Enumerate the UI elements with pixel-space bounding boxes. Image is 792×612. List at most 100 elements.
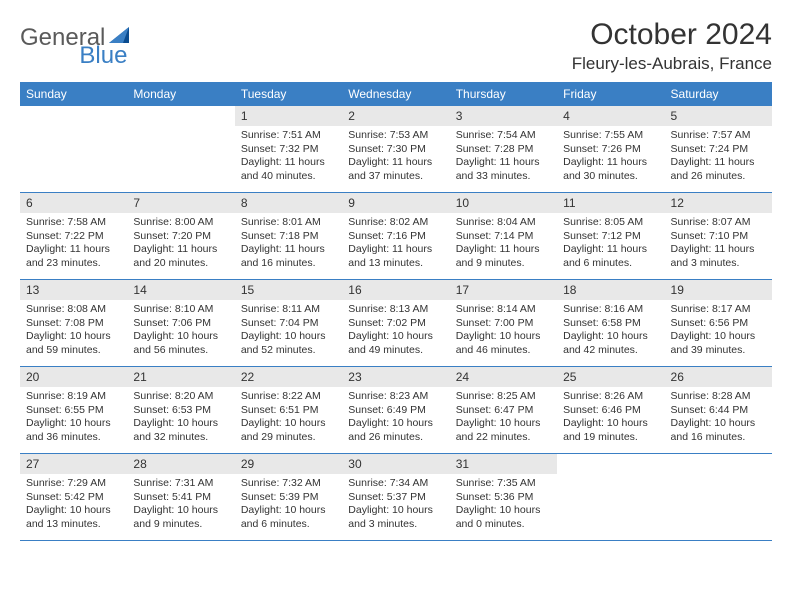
day-number: 31 [450, 454, 557, 474]
day-details: Sunrise: 7:57 AMSunset: 7:24 PMDaylight:… [665, 126, 772, 189]
calendar-day-cell: 17Sunrise: 8:14 AMSunset: 7:00 PMDayligh… [450, 280, 557, 366]
day-number: 29 [235, 454, 342, 474]
day-daylight2: and 16 minutes. [241, 257, 336, 271]
day-daylight2: and 22 minutes. [456, 431, 551, 445]
day-daylight2: and 36 minutes. [26, 431, 121, 445]
day-number: 28 [127, 454, 234, 474]
day-details: Sunrise: 7:55 AMSunset: 7:26 PMDaylight:… [557, 126, 664, 189]
calendar-day-cell: 15Sunrise: 8:11 AMSunset: 7:04 PMDayligh… [235, 280, 342, 366]
day-sunset: Sunset: 6:47 PM [456, 404, 551, 418]
day-sunrise: Sunrise: 8:28 AM [671, 390, 766, 404]
day-daylight1: Daylight: 10 hours [133, 417, 228, 431]
day-sunset: Sunset: 6:51 PM [241, 404, 336, 418]
day-details: Sunrise: 7:35 AMSunset: 5:36 PMDaylight:… [450, 474, 557, 537]
weekday-label: Tuesday [235, 82, 342, 106]
day-details: Sunrise: 8:08 AMSunset: 7:08 PMDaylight:… [20, 300, 127, 363]
day-number: 2 [342, 106, 449, 126]
day-daylight1: Daylight: 11 hours [456, 156, 551, 170]
day-sunrise: Sunrise: 7:31 AM [133, 477, 228, 491]
calendar-day-cell: 31Sunrise: 7:35 AMSunset: 5:36 PMDayligh… [450, 454, 557, 540]
day-daylight2: and 23 minutes. [26, 257, 121, 271]
day-daylight1: Daylight: 10 hours [26, 417, 121, 431]
day-daylight2: and 32 minutes. [133, 431, 228, 445]
day-details: Sunrise: 8:23 AMSunset: 6:49 PMDaylight:… [342, 387, 449, 450]
day-sunset: Sunset: 7:32 PM [241, 143, 336, 157]
day-sunrise: Sunrise: 7:32 AM [241, 477, 336, 491]
day-sunset: Sunset: 7:16 PM [348, 230, 443, 244]
day-number: 8 [235, 193, 342, 213]
day-details: Sunrise: 7:54 AMSunset: 7:28 PMDaylight:… [450, 126, 557, 189]
day-details: Sunrise: 7:29 AMSunset: 5:42 PMDaylight:… [20, 474, 127, 537]
day-daylight2: and 49 minutes. [348, 344, 443, 358]
calendar-day-cell [557, 454, 664, 540]
day-details: Sunrise: 7:51 AMSunset: 7:32 PMDaylight:… [235, 126, 342, 189]
day-details: Sunrise: 7:32 AMSunset: 5:39 PMDaylight:… [235, 474, 342, 537]
weekday-label: Monday [127, 82, 234, 106]
day-sunrise: Sunrise: 7:58 AM [26, 216, 121, 230]
day-sunset: Sunset: 7:24 PM [671, 143, 766, 157]
day-number: 13 [20, 280, 127, 300]
day-daylight2: and 56 minutes. [133, 344, 228, 358]
weekday-label: Saturday [665, 82, 772, 106]
weekday-label: Friday [557, 82, 664, 106]
day-daylight1: Daylight: 10 hours [671, 417, 766, 431]
weekday-label: Sunday [20, 82, 127, 106]
day-number: 25 [557, 367, 664, 387]
day-daylight2: and 3 minutes. [348, 518, 443, 532]
day-details: Sunrise: 8:11 AMSunset: 7:04 PMDaylight:… [235, 300, 342, 363]
day-details: Sunrise: 8:28 AMSunset: 6:44 PMDaylight:… [665, 387, 772, 450]
day-sunrise: Sunrise: 8:10 AM [133, 303, 228, 317]
day-number: 1 [235, 106, 342, 126]
calendar-day-cell: 2Sunrise: 7:53 AMSunset: 7:30 PMDaylight… [342, 106, 449, 192]
day-daylight1: Daylight: 11 hours [456, 243, 551, 257]
day-daylight2: and 52 minutes. [241, 344, 336, 358]
day-sunrise: Sunrise: 8:13 AM [348, 303, 443, 317]
day-daylight1: Daylight: 11 hours [563, 243, 658, 257]
day-number: 22 [235, 367, 342, 387]
day-daylight1: Daylight: 11 hours [26, 243, 121, 257]
day-sunrise: Sunrise: 8:08 AM [26, 303, 121, 317]
day-sunrise: Sunrise: 7:35 AM [456, 477, 551, 491]
day-details: Sunrise: 8:17 AMSunset: 6:56 PMDaylight:… [665, 300, 772, 363]
calendar-day-cell [665, 454, 772, 540]
day-number: 7 [127, 193, 234, 213]
calendar-day-cell: 30Sunrise: 7:34 AMSunset: 5:37 PMDayligh… [342, 454, 449, 540]
calendar-day-cell: 18Sunrise: 8:16 AMSunset: 6:58 PMDayligh… [557, 280, 664, 366]
day-details: Sunrise: 8:22 AMSunset: 6:51 PMDaylight:… [235, 387, 342, 450]
title-block: October 2024 Fleury-les-Aubrais, France [572, 18, 772, 74]
calendar-day-cell: 1Sunrise: 7:51 AMSunset: 7:32 PMDaylight… [235, 106, 342, 192]
day-daylight2: and 46 minutes. [456, 344, 551, 358]
day-daylight2: and 20 minutes. [133, 257, 228, 271]
calendar-day-cell: 14Sunrise: 8:10 AMSunset: 7:06 PMDayligh… [127, 280, 234, 366]
day-daylight1: Daylight: 11 hours [133, 243, 228, 257]
calendar-day-cell: 9Sunrise: 8:02 AMSunset: 7:16 PMDaylight… [342, 193, 449, 279]
calendar-week: 13Sunrise: 8:08 AMSunset: 7:08 PMDayligh… [20, 280, 772, 367]
day-daylight1: Daylight: 10 hours [26, 504, 121, 518]
day-daylight1: Daylight: 11 hours [348, 156, 443, 170]
day-daylight1: Daylight: 10 hours [241, 504, 336, 518]
calendar-day-cell: 12Sunrise: 8:07 AMSunset: 7:10 PMDayligh… [665, 193, 772, 279]
day-sunrise: Sunrise: 8:01 AM [241, 216, 336, 230]
day-number: 10 [450, 193, 557, 213]
day-sunset: Sunset: 7:10 PM [671, 230, 766, 244]
day-daylight2: and 3 minutes. [671, 257, 766, 271]
day-details: Sunrise: 8:07 AMSunset: 7:10 PMDaylight:… [665, 213, 772, 276]
calendar-day-cell: 24Sunrise: 8:25 AMSunset: 6:47 PMDayligh… [450, 367, 557, 453]
day-sunrise: Sunrise: 8:07 AM [671, 216, 766, 230]
day-daylight1: Daylight: 11 hours [671, 243, 766, 257]
location: Fleury-les-Aubrais, France [572, 54, 772, 74]
calendar-week: 20Sunrise: 8:19 AMSunset: 6:55 PMDayligh… [20, 367, 772, 454]
calendar-day-cell: 13Sunrise: 8:08 AMSunset: 7:08 PMDayligh… [20, 280, 127, 366]
day-number: 27 [20, 454, 127, 474]
day-sunset: Sunset: 6:53 PM [133, 404, 228, 418]
day-sunset: Sunset: 5:42 PM [26, 491, 121, 505]
day-daylight2: and 59 minutes. [26, 344, 121, 358]
calendar-day-cell: 26Sunrise: 8:28 AMSunset: 6:44 PMDayligh… [665, 367, 772, 453]
calendar-day-cell: 22Sunrise: 8:22 AMSunset: 6:51 PMDayligh… [235, 367, 342, 453]
day-daylight2: and 39 minutes. [671, 344, 766, 358]
day-daylight1: Daylight: 10 hours [563, 330, 658, 344]
day-sunrise: Sunrise: 7:51 AM [241, 129, 336, 143]
day-sunset: Sunset: 6:46 PM [563, 404, 658, 418]
day-daylight2: and 30 minutes. [563, 170, 658, 184]
day-sunrise: Sunrise: 8:17 AM [671, 303, 766, 317]
